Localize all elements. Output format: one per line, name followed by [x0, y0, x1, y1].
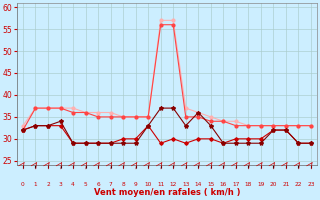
X-axis label: Vent moyen/en rafales ( km/h ): Vent moyen/en rafales ( km/h ) — [94, 188, 240, 197]
